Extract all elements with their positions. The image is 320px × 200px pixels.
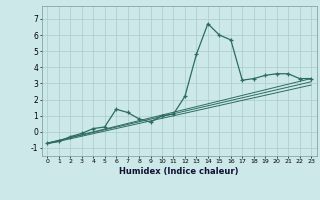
X-axis label: Humidex (Indice chaleur): Humidex (Indice chaleur) [119, 167, 239, 176]
